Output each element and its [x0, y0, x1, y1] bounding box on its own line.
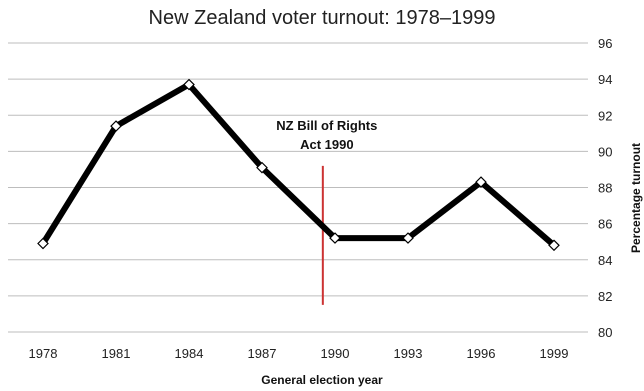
- x-tick-label: 1999: [540, 346, 569, 361]
- y-axis-label: Percentage turnout: [629, 143, 643, 253]
- series-line: [40, 81, 557, 249]
- data-point-marker: [110, 120, 122, 132]
- data-point-marker: [548, 239, 560, 252]
- annotation-label-line-2: Act 1990: [300, 137, 353, 152]
- x-tick-label: 1990: [321, 346, 350, 361]
- y-tick-label: 92: [598, 108, 612, 123]
- data-point-marker: [329, 232, 341, 244]
- y-tick-label: 90: [598, 144, 612, 159]
- x-axis-label: General election year: [261, 373, 383, 387]
- y-tick-label: 86: [598, 217, 612, 232]
- x-tick-label: 1981: [102, 346, 131, 361]
- x-tick-label: 1987: [248, 346, 277, 361]
- y-tick-label: 82: [598, 289, 612, 304]
- data-point-marker: [475, 176, 487, 188]
- grid-lines: [8, 42, 588, 333]
- y-tick-label: 88: [598, 181, 612, 196]
- x-tick-label: 1978: [29, 346, 58, 361]
- y-tick-label: 84: [598, 253, 612, 268]
- x-tick-labels: 1978 1981 1984 1987 1990 1993 1996 1999: [29, 346, 569, 361]
- y-tick-label: 80: [598, 325, 612, 340]
- y-tick-label: 94: [598, 72, 612, 87]
- data-point-marker: [402, 232, 414, 244]
- y-tick-label: 96: [598, 36, 612, 51]
- annotation-label-line-1: NZ Bill of Rights: [276, 118, 377, 133]
- x-tick-label: 1996: [467, 346, 496, 361]
- data-point-marker: [256, 161, 268, 174]
- x-tick-label: 1984: [175, 346, 204, 361]
- y-tick-labels: 80 82 84 86 88 90 92 94 96: [598, 36, 612, 340]
- data-point-marker: [183, 78, 195, 91]
- annotation-group: NZ Bill of Rights Act 1990: [276, 118, 377, 305]
- chart-title: New Zealand voter turnout: 1978–1999: [149, 7, 496, 29]
- data-point-marker: [37, 237, 49, 250]
- x-tick-label: 1993: [394, 346, 423, 361]
- series-group: [37, 78, 560, 252]
